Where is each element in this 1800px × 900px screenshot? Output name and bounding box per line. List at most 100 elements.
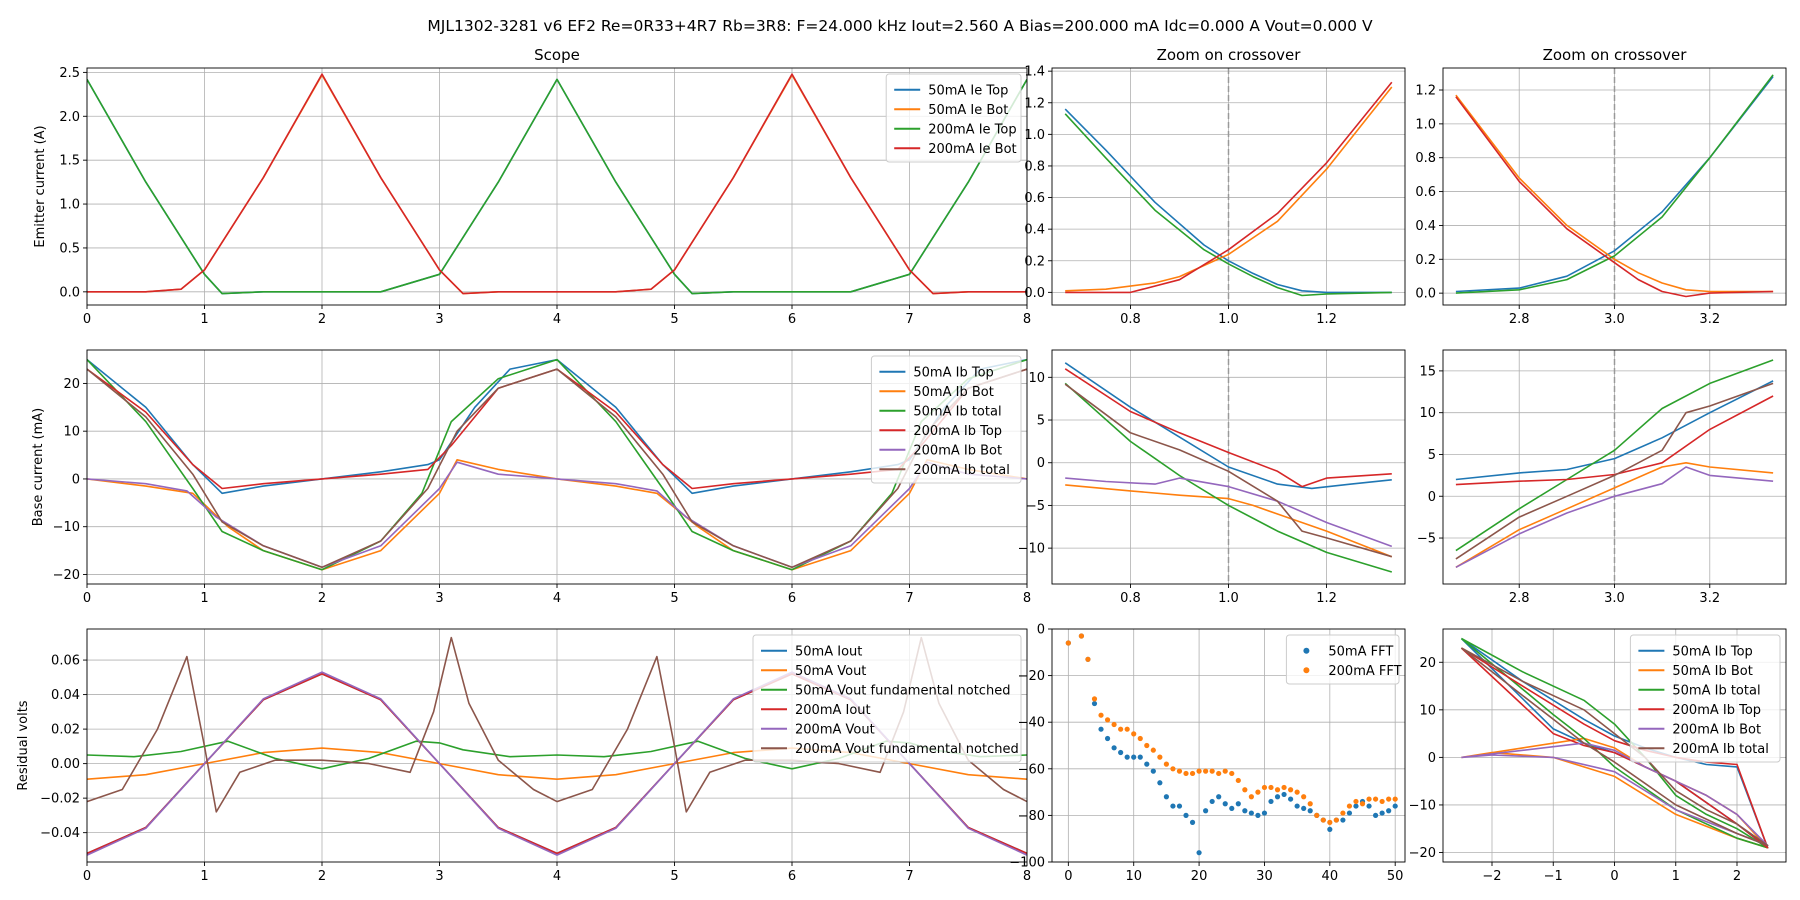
x-tick-label: 7 [905,591,913,606]
data-point [1301,805,1307,812]
y-tick-label: 0 [1037,623,1045,638]
x-tick-label: 10 [1125,869,1142,884]
data-point [1222,768,1228,774]
y-tick-label: −5 [1026,499,1045,514]
y-tick-label: −20 [1409,846,1436,861]
series-line [1455,94,1774,293]
data-point [1379,810,1385,816]
data-point [1137,754,1143,760]
legend-entry: 50mA Ie Top [928,83,1008,98]
x-tick-label: 0.8 [1120,312,1141,327]
x-tick-label: 3.0 [1604,312,1625,327]
figure-title: MJL1302-3281 v6 EF2 Re=0R33+4R7 Rb=3R8: … [427,17,1373,35]
data-point [1111,721,1117,728]
y-tick-label: −10 [1409,798,1436,813]
data-point [1235,777,1241,784]
data-point [1222,801,1228,807]
data-point [1216,770,1222,777]
y-tick-label: 0.4 [1024,223,1045,238]
y-tick-label: 0.04 [51,688,80,703]
x-tick-label: 4 [553,591,561,606]
series-line [1461,742,1769,847]
legend-entry: 200mA FFT [1328,664,1401,679]
x-tick-label: −2 [1482,869,1501,884]
data-point [1124,726,1130,732]
legend-entry: 50mA Iout [795,644,862,659]
y-tick-label: −60 [1018,762,1045,777]
series-line [1455,461,1774,568]
series-line [1064,113,1392,297]
y-tick-label: 0.5 [59,241,80,256]
data-point [1157,780,1163,786]
data-point [1091,700,1098,707]
x-tick-label: 20 [1191,869,1208,884]
y-axis-label: Emitter current (A) [33,125,48,247]
legend-box [1285,634,1400,685]
data-point [1346,810,1353,816]
y-tick-label: 15 [1419,364,1436,379]
data-point [1150,768,1156,774]
legend-entry: 50mA Ie Bot [928,103,1008,118]
series-line [1455,380,1774,481]
data-point [1078,633,1085,639]
data-point [1196,850,1202,856]
x-tick-label: 0 [1610,869,1618,884]
y-tick-label: 0.0 [59,285,80,300]
x-tick-label: 4 [553,312,561,327]
y-tick-label: 0 [1428,751,1436,766]
y-axis-label: Base current (mA) [31,408,46,527]
y-tick-label: 0.8 [1024,159,1045,174]
data-point [1196,768,1202,774]
subplot-title: Scope [534,46,580,64]
y-tick-label: 20 [1419,656,1436,671]
y-tick-label: 20 [63,377,80,392]
x-tick-label: 6 [788,591,796,606]
x-tick-label: 50 [1387,869,1404,884]
data-point [1189,770,1196,777]
data-point [1288,787,1294,793]
data-point [1104,717,1111,723]
x-tick-label: 8 [1023,312,1031,327]
data-point [1111,745,1117,751]
legend-entry: 200mA Ib Top [1672,703,1761,718]
legend: 50mA Ie Top 50mA Ie Bot 200mA Ie Top 200mA … [885,73,1022,163]
x-tick-label: 0 [83,312,91,327]
data-point [1170,766,1176,772]
data-point [1392,796,1398,802]
x-tick-label: 1 [1672,869,1680,884]
data-point [1098,712,1104,718]
data-point [1281,784,1287,791]
subplot-p3: 2.8 3.0 3.2 0.0 0.2 0.4 0.6 0.8 1.0 1.2 Zoom on cr… [1415,46,1787,327]
y-tick-label: 0 [1037,456,1045,471]
data-point [1183,770,1189,777]
y-tick-label: 0.02 [51,723,80,738]
subplot-p1: 0 1 2 3 4 5 6 7 8 0.0 0.5 1.0 1.5 2.0 2.5 Scope Emitter … [33,46,1031,327]
data-point [1073,629,1077,630]
data-point [1209,798,1215,805]
series-line [1460,647,1769,847]
x-tick-label: 1.2 [1316,312,1337,327]
data-point [1261,810,1268,816]
data-point [1340,810,1346,816]
data-point [1248,794,1254,800]
data-point [1157,754,1163,760]
legend-entry: 50mA Ib total [1672,683,1760,698]
x-tick-label: 1 [200,869,208,884]
legend-entry: 50mA Ib Bot [913,385,993,400]
data-point [1242,808,1248,814]
data-point [1216,794,1222,800]
y-tick-label: 0.2 [1415,253,1436,268]
y-tick-label: 0 [1428,490,1436,505]
x-tick-label: 6 [788,869,796,884]
x-tick-label: 3.2 [1699,312,1720,327]
data-point [1372,796,1379,802]
data-point [1131,731,1137,737]
data-point [1294,803,1300,809]
legend: 50mA Ib Top 50mA Ib Bot 50mA Ib total 200mA… [870,355,1022,484]
legend-marker [1303,647,1310,654]
y-tick-label: 10 [1419,703,1436,718]
data-point [1104,735,1111,742]
x-tick-label: 2.8 [1509,591,1530,606]
data-point [1340,817,1346,823]
